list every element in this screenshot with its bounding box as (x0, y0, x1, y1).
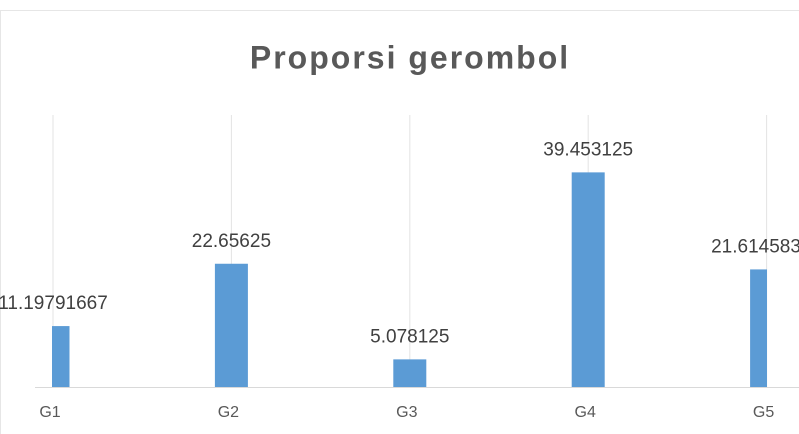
data-label: 39.453125 (543, 139, 633, 160)
data-label: 5.078125 (370, 326, 449, 347)
data-label: 22.65625 (192, 231, 271, 252)
bar (571, 172, 605, 387)
x-tick-label: G2 (218, 404, 239, 421)
bar (393, 359, 427, 387)
x-tick-label: G4 (575, 404, 596, 421)
bar (214, 263, 248, 387)
x-tick-label: G1 (39, 404, 60, 421)
data-label: 21.61458333 (711, 236, 799, 257)
x-tick-label: G3 (396, 404, 417, 421)
bars (52, 172, 767, 387)
data-label: 11.19791667 (0, 293, 108, 314)
x-tick-label: G5 (753, 404, 774, 421)
bar (750, 269, 767, 387)
chart-title: Proporsi gerombol (250, 39, 570, 75)
bar (52, 326, 70, 387)
